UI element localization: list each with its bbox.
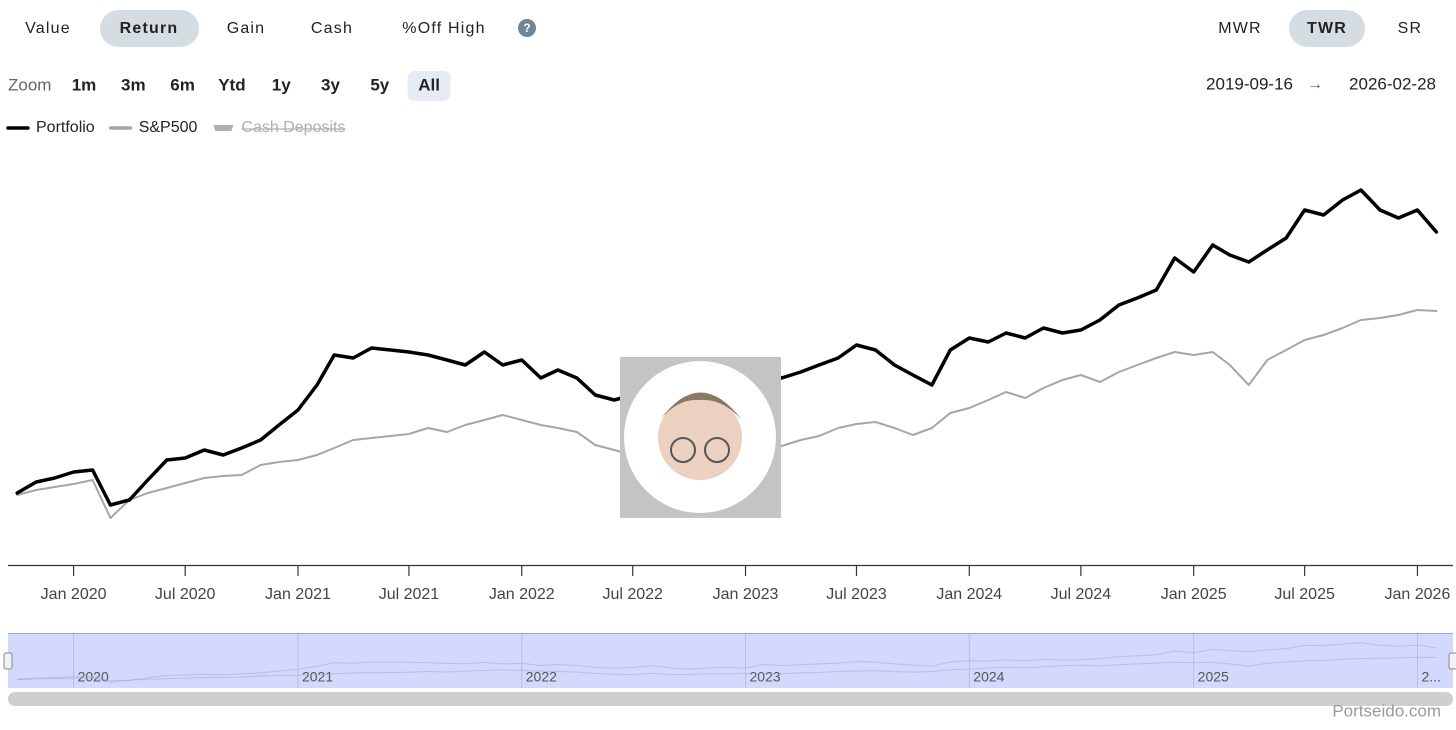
x-tick-label: Jan 2024 (936, 586, 1002, 603)
method-tab[interactable]: TWR (1307, 20, 1347, 37)
navigator-label: 2025 (1198, 669, 1229, 685)
active-zoom (407, 71, 451, 101)
tab[interactable]: Value (25, 20, 71, 37)
x-tick-label: Jul 2024 (1051, 586, 1112, 603)
watermark: Portseido.com (1332, 701, 1441, 720)
x-tick-label: Jan 2021 (265, 586, 331, 603)
navigator-label: 2022 (526, 669, 557, 685)
help-text: ? (523, 21, 530, 35)
active-tab (100, 10, 199, 47)
zoom-button[interactable]: 3m (121, 75, 146, 94)
zoom-label: Zoom (8, 75, 51, 94)
x-tick-label: Jan 2026 (1385, 586, 1451, 603)
navigator-label: 2021 (302, 669, 333, 685)
scrollbar[interactable] (8, 692, 1453, 706)
date-start[interactable]: 2019-09-16 (1206, 74, 1293, 93)
method-tab[interactable]: SR (1398, 20, 1423, 37)
x-tick-label: Jul 2021 (379, 586, 440, 603)
navigator-label: 2024 (973, 669, 1004, 685)
legend-label[interactable]: S&P500 (139, 119, 198, 136)
help-icon[interactable] (518, 19, 536, 37)
x-tick-label: Jan 2020 (41, 586, 107, 603)
navigator-label: 2... (1421, 669, 1440, 685)
navigator-handle[interactable] (1448, 652, 1456, 670)
legend-label[interactable]: Cash Deposits (241, 119, 345, 136)
navigator[interactable] (8, 633, 1453, 688)
avatar-glasses (704, 437, 730, 463)
tab[interactable]: Return (120, 20, 179, 37)
zoom-button[interactable]: 3y (321, 75, 340, 94)
x-tick-label: Jan 2023 (713, 586, 779, 603)
x-tick-label: Jul 2025 (1274, 586, 1335, 603)
avatar-glasses (670, 437, 696, 463)
date-end[interactable]: 2026-02-28 (1349, 74, 1436, 93)
x-tick-label: Jul 2022 (602, 586, 663, 603)
x-tick-label: Jul 2020 (155, 586, 216, 603)
tab[interactable]: Gain (227, 20, 266, 37)
zoom-button[interactable]: 1y (272, 75, 291, 94)
zoom-button[interactable]: All (418, 75, 440, 94)
navigator-line (17, 656, 1437, 683)
avatar-hair (660, 392, 742, 420)
legend-swatch[interactable] (213, 125, 234, 131)
tab[interactable]: %Off High (402, 20, 485, 37)
avatar-face (658, 396, 742, 480)
x-tick-label: Jan 2022 (489, 586, 555, 603)
zoom-button[interactable]: 1m (72, 75, 97, 94)
zoom-button[interactable]: 6m (170, 75, 195, 94)
legend-label[interactable]: Portfolio (36, 119, 95, 136)
zoom-button[interactable]: Ytd (218, 75, 245, 94)
active-method (1289, 10, 1365, 47)
date-arrow: → (1307, 76, 1323, 93)
x-tick-label: Jul 2023 (826, 586, 887, 603)
x-tick-label: Jan 2025 (1161, 586, 1227, 603)
navigator-line (17, 642, 1437, 682)
method-tab[interactable]: MWR (1218, 20, 1262, 37)
zoom-button[interactable]: 5y (370, 75, 389, 94)
navigator-label: 2023 (750, 669, 781, 685)
tab[interactable]: Cash (311, 20, 353, 37)
navigator-handle[interactable] (3, 652, 13, 670)
